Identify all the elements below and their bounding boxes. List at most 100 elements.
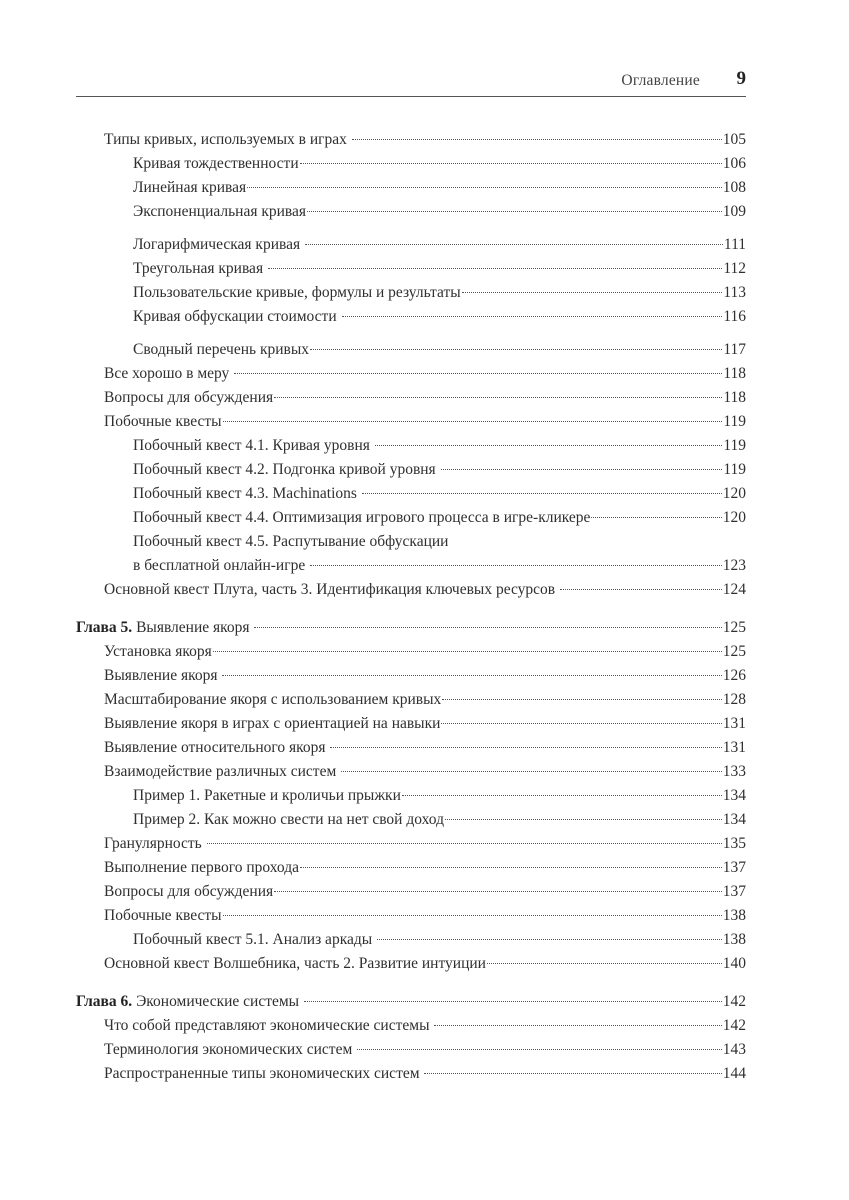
- entry-title: Побочный квест 4.1. Кривая уровня: [133, 437, 374, 454]
- entry-title: Основной квест Плута, часть 3. Идентифик…: [104, 581, 559, 598]
- entry-page-number: 125: [722, 619, 746, 636]
- toc-entry[interactable]: Пользовательские кривые, формулы и резул…: [76, 281, 746, 305]
- toc-entry[interactable]: Масштабирование якоря с использованием к…: [76, 688, 746, 712]
- entry-title: Побочный квест 4.3. Machinations: [133, 485, 361, 502]
- dot-leader: [222, 675, 722, 676]
- toc-entry[interactable]: Распространенные типы экономических сист…: [76, 1062, 746, 1086]
- dot-leader: [361, 493, 722, 494]
- toc-group: Логарифмическая кривая 111 Треугольная кр…: [76, 233, 746, 329]
- entry-title: Кривая тождественности: [133, 155, 299, 172]
- dot-leader: [222, 421, 723, 422]
- toc-entry[interactable]: Побочные квесты 119: [76, 410, 746, 434]
- entry-title: Все хорошо в меру: [104, 365, 234, 382]
- entry-title: Гранулярность: [104, 835, 206, 852]
- header-title: Оглавление: [621, 72, 700, 89]
- entry-page-number: 125: [722, 643, 746, 660]
- entry-page-number: 134: [722, 787, 746, 804]
- toc-entry[interactable]: Экспоненциальная кривая 109: [76, 200, 746, 224]
- toc-entry[interactable]: Типы кривых, используемых в играх 105: [76, 128, 746, 152]
- entry-page-number: 119: [723, 437, 746, 454]
- dot-leader: [440, 469, 723, 470]
- dot-leader: [299, 163, 722, 164]
- toc-entry[interactable]: Установка якоря 125: [76, 640, 746, 664]
- entry-title: Экономические системы: [132, 993, 303, 1010]
- toc-entry[interactable]: Кривая тождественности 106: [76, 152, 746, 176]
- toc-entry[interactable]: Сводный перечень кривых 117: [76, 338, 746, 362]
- toc-entry[interactable]: Что собой представляют экономические сис…: [76, 1014, 746, 1038]
- toc-entry[interactable]: Побочный квест 4.4. Оптимизация игрового…: [76, 506, 746, 530]
- entry-page-number: 109: [722, 203, 746, 220]
- toc-entry[interactable]: Выполнение первого прохода 137: [76, 856, 746, 880]
- entry-page-number: 124: [722, 581, 746, 598]
- entry-title-first-line: Побочный квест 4.5. Распутывание обфуска…: [133, 533, 449, 550]
- toc-entry[interactable]: Кривая обфускации стоимости 116: [76, 305, 746, 329]
- page-number: 9: [736, 68, 747, 89]
- toc-entry[interactable]: Выявление якоря 126: [76, 664, 746, 688]
- dot-leader: [351, 139, 722, 140]
- toc-entry[interactable]: Треугольная кривая 112: [76, 257, 746, 281]
- dot-leader: [274, 891, 722, 892]
- dot-leader: [559, 589, 722, 590]
- entry-title: в бесплатной онлайн-игре: [133, 557, 310, 574]
- toc-group: Сводный перечень кривых 117 Все хорошо в м…: [76, 338, 746, 602]
- toc-chapter-entry[interactable]: Глава 5. Выявление якоря 125: [76, 616, 746, 640]
- entry-title: Кривая обфускации стоимости: [133, 308, 341, 325]
- toc-entry[interactable]: Терминология экономических систем 143: [76, 1038, 746, 1062]
- entry-page-number: 138: [722, 907, 746, 924]
- entry-title: Вопросы для обсуждения: [104, 389, 274, 406]
- toc-entry[interactable]: Гранулярность 135: [76, 832, 746, 856]
- toc-entry[interactable]: Все хорошо в меру 118: [76, 362, 746, 386]
- toc-entry[interactable]: Логарифмическая кривая 111: [76, 233, 746, 257]
- toc-entry[interactable]: Линейная кривая 108: [76, 176, 746, 200]
- entry-page-number: 137: [722, 859, 746, 876]
- dot-leader: [254, 627, 722, 628]
- entry-title: Установка якоря: [104, 643, 212, 660]
- entry-title: Основной квест Волшебника, часть 2. Разв…: [104, 955, 486, 972]
- toc-entry[interactable]: Вопросы для обсуждения 137: [76, 880, 746, 904]
- toc-entry[interactable]: Выявление относительного якоря 131: [76, 736, 746, 760]
- dot-leader: [434, 1025, 722, 1026]
- toc-entry[interactable]: Основной квест Волшебника, часть 2. Разв…: [76, 952, 746, 976]
- entry-page-number: 123: [722, 557, 746, 574]
- entry-page-number: 140: [722, 955, 746, 972]
- dot-leader: [299, 867, 722, 868]
- entry-page-number: 119: [723, 413, 746, 430]
- toc-entry[interactable]: Вопросы для обсуждения 118: [76, 386, 746, 410]
- dot-leader: [206, 843, 722, 844]
- entry-page-number: 119: [723, 461, 746, 478]
- toc-chapter-entry[interactable]: Глава 6. Экономические системы 142: [76, 990, 746, 1014]
- toc-entry[interactable]: Побочный квест 5.1. Анализ аркады 138: [76, 928, 746, 952]
- entry-title: Взаимодействие различных систем: [104, 763, 341, 780]
- toc-group: Глава 6. Экономические системы 142 Что со…: [76, 990, 746, 1086]
- entry-title: Типы кривых, используемых в играх: [104, 131, 351, 148]
- entry-page-number: 120: [722, 509, 746, 526]
- toc-entry[interactable]: Побочный квест 4.5. Распутывание обфуска…: [76, 530, 746, 578]
- dot-leader: [267, 268, 723, 269]
- entry-page-number: 143: [722, 1041, 746, 1058]
- toc-entry[interactable]: Взаимодействие различных систем 133: [76, 760, 746, 784]
- toc-group: Глава 5. Выявление якоря 125 Установка як…: [76, 616, 746, 976]
- toc-entry[interactable]: Побочный квест 4.1. Кривая уровня 119: [76, 434, 746, 458]
- toc-entry[interactable]: Основной квест Плута, часть 3. Идентифик…: [76, 578, 746, 602]
- entry-title: Выявление якоря: [104, 667, 222, 684]
- toc-entry[interactable]: Побочный квест 4.3. Machinations 120: [76, 482, 746, 506]
- entry-page-number: 117: [723, 341, 746, 358]
- entry-page-number: 111: [723, 236, 746, 253]
- entry-page-number: 113: [723, 284, 746, 301]
- entry-title: Выявление якоря: [132, 619, 254, 636]
- toc-entry[interactable]: Выявление якоря в играх с ориентацией на…: [76, 712, 746, 736]
- toc-entry[interactable]: Пример 2. Как можно свести на нет свой д…: [76, 808, 746, 832]
- entry-page-number: 131: [722, 715, 746, 732]
- dot-leader: [247, 187, 722, 188]
- dot-leader: [310, 565, 722, 566]
- dot-leader: [303, 1001, 722, 1002]
- entry-title: Побочный квест 4.4. Оптимизация игрового…: [133, 509, 591, 526]
- toc-entry[interactable]: Побочный квест 4.2. Подгонка кривой уров…: [76, 458, 746, 482]
- entry-page-number: 142: [722, 1017, 746, 1034]
- toc-entry[interactable]: Побочные квесты 138: [76, 904, 746, 928]
- dot-leader: [234, 373, 723, 374]
- dot-leader: [222, 915, 722, 916]
- dot-leader: [274, 397, 723, 398]
- entry-page-number: 128: [722, 691, 746, 708]
- toc-entry[interactable]: Пример 1. Ракетные и кроличьи прыжки 134: [76, 784, 746, 808]
